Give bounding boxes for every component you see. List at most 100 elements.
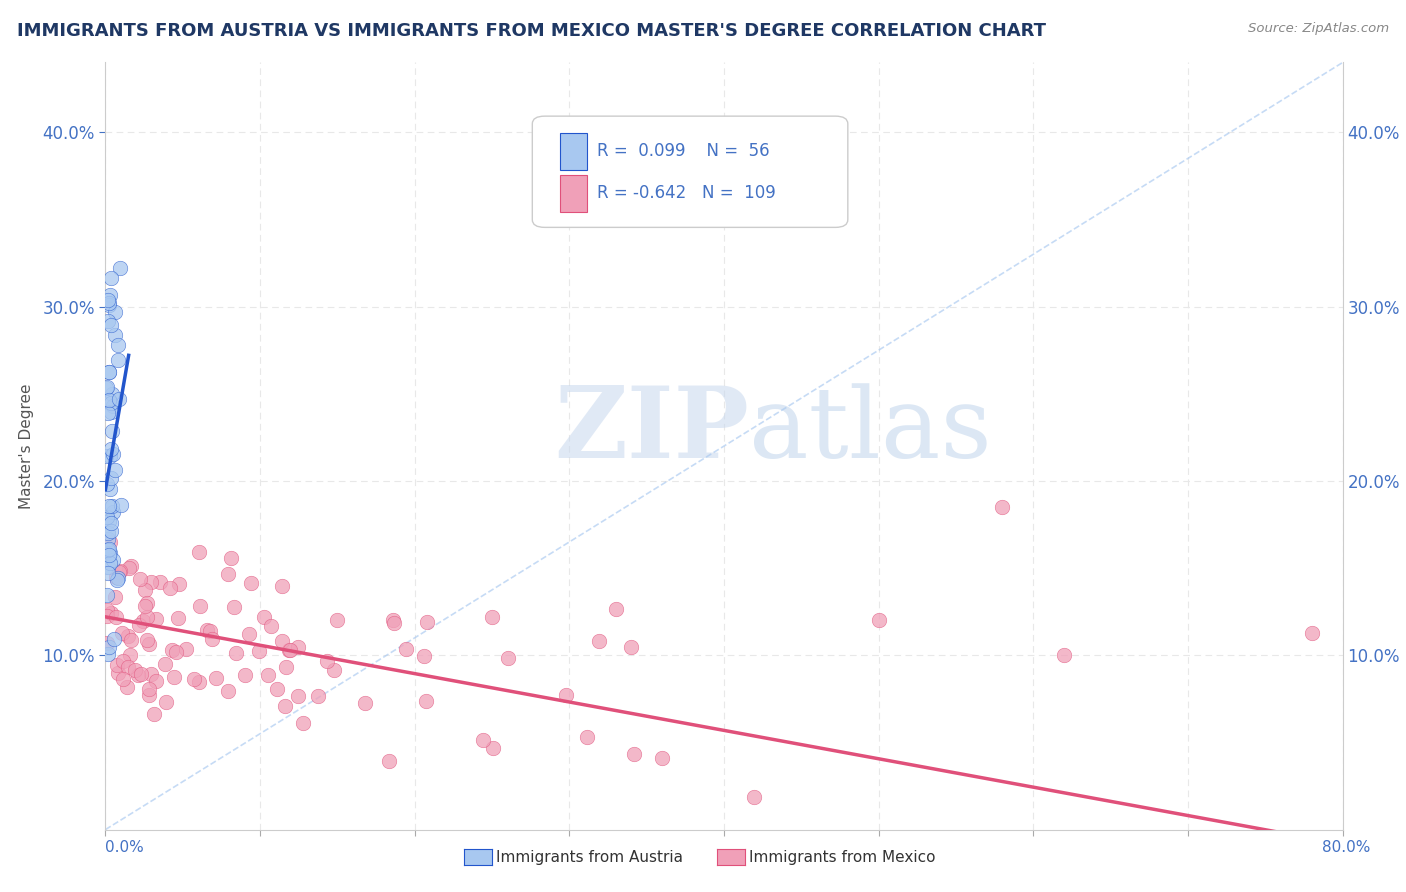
Point bbox=[103, 632, 125, 647]
Point bbox=[100, 516, 122, 531]
Point bbox=[104, 327, 127, 342]
Point bbox=[143, 706, 166, 721]
Point bbox=[222, 599, 245, 614]
Point bbox=[219, 550, 242, 565]
Point bbox=[605, 602, 627, 616]
Point bbox=[120, 633, 142, 648]
Point bbox=[107, 337, 129, 351]
Text: 80.0%: 80.0% bbox=[1323, 840, 1371, 855]
Point bbox=[100, 449, 122, 463]
Point bbox=[149, 574, 172, 589]
Point bbox=[323, 663, 346, 677]
Point bbox=[96, 608, 118, 623]
Point bbox=[139, 575, 162, 590]
Point bbox=[101, 387, 124, 401]
Point bbox=[110, 498, 132, 512]
Point bbox=[98, 514, 121, 528]
Point bbox=[382, 614, 405, 628]
Point bbox=[651, 750, 673, 764]
Point bbox=[96, 588, 118, 602]
Point bbox=[112, 673, 135, 687]
Point bbox=[105, 573, 128, 587]
Point bbox=[96, 449, 118, 463]
Point bbox=[555, 688, 578, 702]
Point bbox=[195, 623, 218, 637]
Y-axis label: Master's Degree: Master's Degree bbox=[20, 384, 34, 508]
Text: Immigrants from Mexico: Immigrants from Mexico bbox=[749, 850, 936, 864]
Point bbox=[110, 626, 132, 640]
Point bbox=[141, 667, 163, 681]
Point bbox=[101, 447, 124, 461]
Point bbox=[101, 499, 124, 513]
Point bbox=[287, 640, 309, 654]
Point bbox=[118, 561, 141, 575]
Point bbox=[97, 560, 120, 574]
Point bbox=[117, 629, 139, 643]
Point bbox=[377, 754, 399, 768]
Point bbox=[204, 671, 226, 685]
Point bbox=[235, 668, 257, 682]
Point bbox=[127, 668, 149, 682]
Point bbox=[129, 572, 152, 586]
Point bbox=[101, 399, 124, 413]
Point bbox=[128, 618, 150, 632]
Point bbox=[104, 304, 127, 318]
Text: R = -0.642   N =  109: R = -0.642 N = 109 bbox=[596, 184, 775, 202]
Point bbox=[107, 665, 129, 680]
Point bbox=[315, 654, 337, 668]
Point bbox=[183, 672, 205, 686]
Point bbox=[100, 442, 122, 456]
Point bbox=[98, 288, 121, 302]
Point bbox=[481, 609, 503, 624]
Point bbox=[100, 471, 122, 485]
Point bbox=[117, 660, 139, 674]
Point bbox=[166, 611, 188, 625]
Text: R =  0.099    N =  56: R = 0.099 N = 56 bbox=[596, 142, 769, 160]
Bar bbox=[560, 175, 586, 212]
Point bbox=[98, 546, 121, 560]
Point bbox=[588, 634, 610, 648]
Point bbox=[129, 666, 152, 681]
Point bbox=[278, 643, 301, 657]
Point bbox=[270, 633, 292, 648]
Point bbox=[100, 607, 122, 621]
Bar bbox=[560, 133, 586, 169]
Point bbox=[160, 642, 183, 657]
Point bbox=[100, 270, 122, 285]
Text: atlas: atlas bbox=[749, 383, 991, 478]
Point bbox=[217, 683, 239, 698]
Point bbox=[107, 571, 129, 585]
Point bbox=[744, 789, 766, 804]
Point bbox=[384, 615, 406, 630]
Point bbox=[253, 610, 276, 624]
Point bbox=[100, 535, 122, 549]
Point bbox=[97, 640, 120, 654]
Point bbox=[101, 424, 124, 438]
Point bbox=[107, 565, 129, 579]
Point bbox=[120, 559, 142, 574]
Point bbox=[97, 295, 120, 310]
Point bbox=[217, 567, 239, 582]
Point bbox=[96, 314, 118, 328]
Point bbox=[97, 526, 120, 541]
Point bbox=[111, 654, 134, 668]
Text: IMMIGRANTS FROM AUSTRIA VS IMMIGRANTS FROM MEXICO MASTER'S DEGREE CORRELATION CH: IMMIGRANTS FROM AUSTRIA VS IMMIGRANTS FR… bbox=[17, 22, 1046, 40]
Point bbox=[153, 657, 176, 672]
Point bbox=[257, 668, 280, 682]
Text: Immigrants from Austria: Immigrants from Austria bbox=[496, 850, 683, 864]
Point bbox=[104, 590, 127, 604]
Point bbox=[619, 640, 641, 654]
Point bbox=[96, 603, 118, 617]
Point bbox=[274, 660, 297, 674]
Point bbox=[415, 694, 437, 708]
Point bbox=[270, 579, 292, 593]
Point bbox=[97, 364, 120, 378]
Point bbox=[260, 618, 283, 632]
Point bbox=[108, 392, 131, 406]
Point bbox=[472, 732, 495, 747]
Point bbox=[138, 682, 160, 697]
Point bbox=[165, 645, 187, 659]
Point bbox=[134, 599, 156, 613]
Point bbox=[100, 318, 122, 332]
Text: ZIP: ZIP bbox=[554, 382, 749, 479]
